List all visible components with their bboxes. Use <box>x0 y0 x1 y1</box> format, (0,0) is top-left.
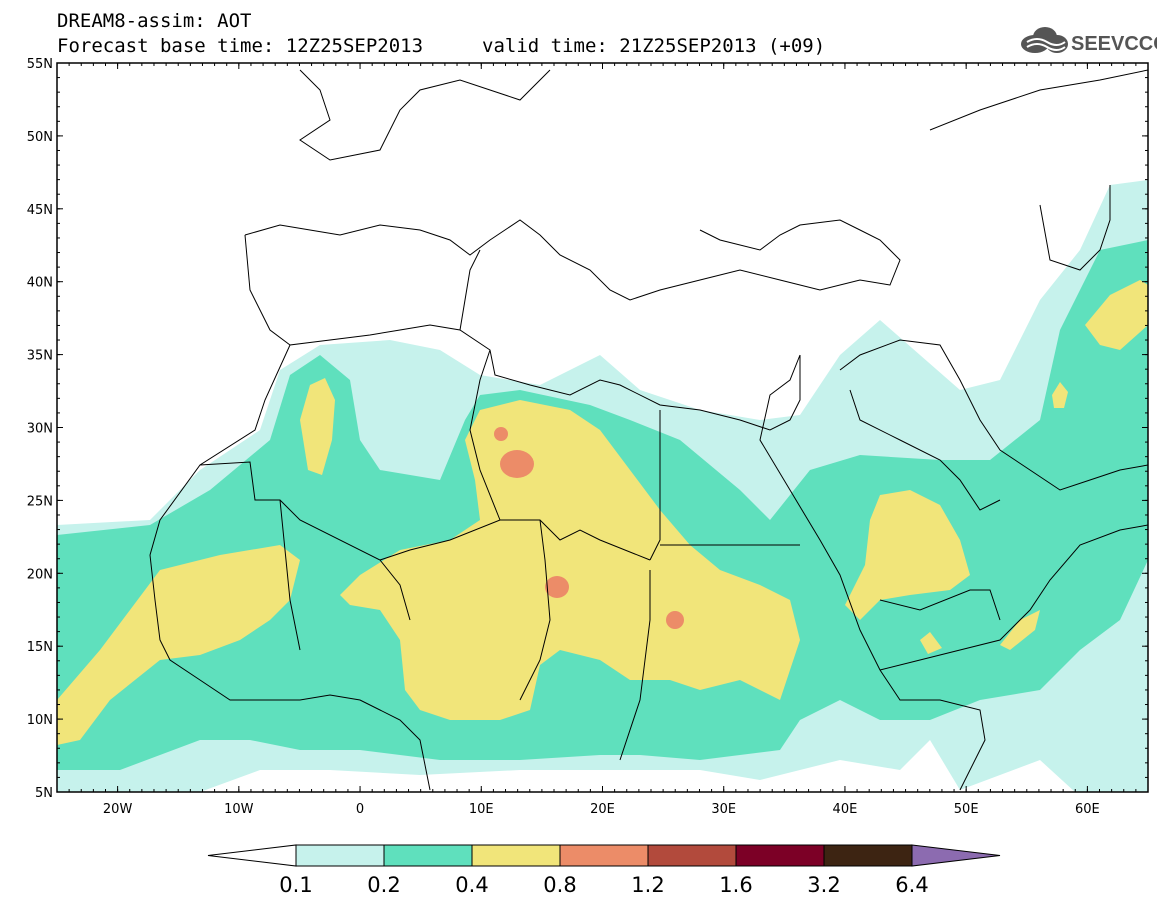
lon-tick-label: 0 <box>356 802 364 817</box>
lon-tick-label: 20E <box>590 802 615 817</box>
lat-tick-label: 40N <box>27 276 53 291</box>
aot-band-0.8-sudan <box>666 611 684 629</box>
lat-tick-label: 55N <box>27 57 53 72</box>
lon-tick-label: 10W <box>224 802 254 817</box>
lat-tick-label: 45N <box>27 203 53 218</box>
legend-swatch <box>823 844 913 867</box>
aot-band-0.4-arabia <box>845 490 970 620</box>
legend-swatch <box>471 844 561 867</box>
lon-tick-label: 50E <box>954 802 979 817</box>
aot-band-0.4-sahara <box>340 400 800 720</box>
aot-band-0.4-iran-small <box>1052 382 1068 408</box>
legend-level-label: 0.1 <box>279 873 312 897</box>
lat-tick-label: 20N <box>27 567 53 582</box>
lon-tick-label: 10E <box>469 802 494 817</box>
aot-band-0.4-morocco <box>300 378 335 475</box>
country-borders <box>199 349 1001 761</box>
axis-ticks: 5N 10N 15N 20N 25N 30N 35N 40N 45N 50N 55N 20W 10W 0 1… <box>27 57 1149 817</box>
forecast-base-time: Forecast base time: 12Z25SEP2013 <box>57 35 424 57</box>
coastlines <box>149 69 1149 791</box>
aot-band-0.4-oman <box>1000 610 1040 650</box>
legend-swatch <box>559 844 649 867</box>
lat-tick-label: 15N <box>27 640 53 655</box>
legend-over-arrow <box>911 844 1001 867</box>
legend-level-label: 0.4 <box>455 873 488 897</box>
lon-tick-label: 60E <box>1075 802 1100 817</box>
legend-level-label: 6.4 <box>895 873 928 897</box>
lon-tick-label: 20W <box>103 802 133 817</box>
legend-swatch <box>647 844 737 867</box>
legend-level-label: 0.8 <box>543 873 576 897</box>
logo-text: SEEVCCC <box>1071 33 1157 55</box>
aot-band-0.4-west <box>57 545 300 745</box>
legend-level-label: 1.2 <box>631 873 664 897</box>
legend-level-label: 3.2 <box>807 873 840 897</box>
lat-tick-label: 25N <box>27 494 53 509</box>
map-title: DREAM8-assim: AOT <box>57 10 252 32</box>
lat-tick-label: 30N <box>27 422 53 437</box>
lon-tick-label: 40E <box>833 802 858 817</box>
legend-under-arrow <box>207 844 297 867</box>
valid-time: valid time: 21Z25SEP2013 (+09) <box>482 35 826 57</box>
aot-field <box>57 180 1148 792</box>
lat-tick-label: 50N <box>27 130 53 145</box>
aot-band-0.4-iran <box>1085 280 1148 350</box>
aot-band-0.8-libya-1 <box>500 450 534 478</box>
lat-tick-label: 5N <box>35 786 53 801</box>
lat-tick-label: 35N <box>27 349 53 364</box>
aot-band-0.4-yemen <box>920 632 942 654</box>
legend-swatch <box>383 844 473 867</box>
cloud-icon <box>1021 27 1068 53</box>
legend-swatch <box>295 844 385 867</box>
lat-tick-label: 10N <box>27 713 53 728</box>
legend-level-label: 0.2 <box>367 873 400 897</box>
aot-band-0.8-libya-2 <box>494 427 508 441</box>
lon-tick-label: 30E <box>711 802 736 817</box>
legend-swatch <box>735 844 825 867</box>
legend-level-label: 1.6 <box>719 873 752 897</box>
seevccc-logo: SEEVCCC <box>1021 27 1157 55</box>
aot-band-0.8-chad <box>545 576 569 598</box>
